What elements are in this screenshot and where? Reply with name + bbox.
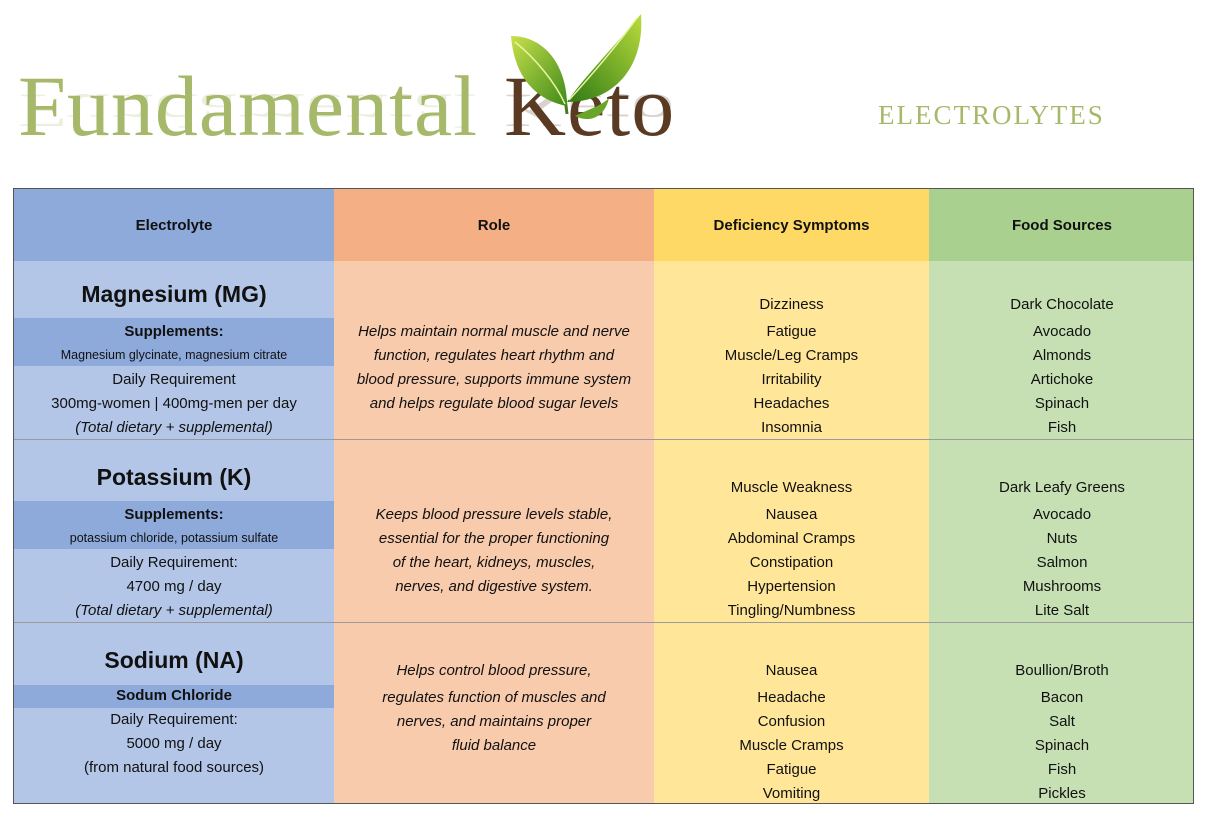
symptom-item: Fatigue [766, 323, 817, 340]
food-item: Salmon [1036, 554, 1088, 571]
requirement-note: (Total dietary + supplemental) [75, 419, 273, 436]
symptom-item: Muscle Weakness [730, 479, 853, 496]
requirement-note: (Total dietary + supplemental) [75, 602, 273, 619]
food-item: Pickles [1038, 785, 1086, 802]
supplement-band [14, 318, 334, 366]
symptom-item: Insomnia [761, 419, 822, 436]
role-line: fluid balance [451, 737, 537, 754]
symptom-item: Hypertension [747, 578, 836, 595]
header-deficiency: Deficiency Symptoms [654, 189, 929, 261]
role-line: nerves, and maintains proper [396, 713, 592, 730]
role-line: blood pressure, supports immune system [356, 371, 632, 388]
food-item: Avocado [1032, 506, 1092, 523]
supplement-body: potassium chloride, potassium sulfate [69, 531, 279, 545]
column-deficiency: Deficiency Symptoms Dizziness Fatigue Mu… [654, 189, 929, 803]
row-divider [14, 439, 1193, 440]
symptom-item: Muscle/Leg Cramps [724, 347, 859, 364]
role-line: and helps regulate blood sugar levels [369, 395, 619, 412]
requirement-label: Daily Requirement: [110, 554, 238, 571]
supplement-title: Supplements: [124, 506, 224, 523]
role-line: of the heart, kidneys, muscles, [392, 554, 596, 571]
food-item: Avocado [1032, 323, 1092, 340]
electrolyte-table: Electrolyte Magnesium (MG) Supplements: … [13, 188, 1194, 804]
food-item: Dark Leafy Greens [999, 479, 1125, 496]
logo-word-fundamental: Fundamental [18, 58, 479, 154]
food-item: Almonds [1032, 347, 1092, 364]
symptom-item: Nausea [765, 662, 818, 679]
symptom-item: Irritability [761, 371, 822, 388]
electrolyte-name: Sodium (NA) [104, 647, 244, 673]
requirement-label: Daily Requirement [112, 371, 236, 388]
food-item: Mushrooms [1022, 578, 1102, 595]
food-item: Lite Salt [1034, 602, 1090, 619]
symptom-item: Headaches [753, 395, 830, 412]
symptom-item: Dizziness [759, 296, 824, 313]
requirement-value: 5000 mg / day [126, 735, 222, 752]
food-item: Nuts [1046, 530, 1078, 547]
requirement-value: 4700 mg / day [126, 578, 222, 595]
role-line: regulates function of muscles and [382, 689, 606, 706]
header-role: Role [334, 189, 654, 261]
symptom-item: Constipation [749, 554, 834, 571]
symptom-item: Abdominal Cramps [727, 530, 856, 547]
row-divider [14, 622, 1193, 623]
logo-wordmark: Fundamental Keto [18, 56, 675, 156]
food-item: Dark Chocolate [1010, 296, 1114, 313]
food-item: Spinach [1034, 395, 1090, 412]
logo-reflection-fundamental: Fundamental [18, 84, 479, 137]
role-line: Helps control blood pressure, [396, 662, 592, 679]
role-line: Helps maintain normal muscle and nerve [358, 323, 630, 340]
symptom-item: Headache [757, 689, 826, 706]
header-food: Food Sources [929, 189, 1193, 261]
symptom-item: Nausea [765, 506, 818, 523]
supplement-title: Supplements: [124, 323, 224, 340]
requirement-label: Daily Requirement: [110, 711, 238, 728]
role-line: Keeps blood pressure levels stable, [375, 506, 613, 523]
column-electrolyte: Electrolyte Magnesium (MG) Supplements: … [14, 189, 334, 803]
supplement-body: Magnesium glycinate, magnesium citrate [60, 348, 288, 362]
page-title: electrolytes [878, 91, 1105, 133]
supplement-band [14, 501, 334, 549]
header-electrolyte: Electrolyte [14, 189, 334, 261]
electrolyte-name: Potassium (K) [96, 464, 252, 490]
role-line: essential for the proper functioning [378, 530, 610, 547]
symptom-item: Fatigue [766, 761, 817, 778]
requirement-value: 300mg-women | 400mg-men per day [51, 395, 297, 412]
symptom-item: Confusion [757, 713, 826, 730]
food-item: Spinach [1034, 737, 1090, 754]
symptom-item: Tingling/Numbness [727, 602, 856, 619]
column-role: Role Helps maintain normal muscle and ne… [334, 189, 654, 803]
column-food: Food Sources Dark Chocolate Avocado Almo… [929, 189, 1193, 803]
electrolyte-name: Magnesium (MG) [81, 281, 267, 307]
role-line: function, regulates heart rhythm and [373, 347, 615, 364]
leaf-icon [511, 14, 642, 120]
food-item: Salt [1049, 713, 1075, 730]
food-item: Boullion/Broth [1015, 662, 1109, 679]
requirement-note: (from natural food sources) [83, 759, 265, 776]
food-item: Fish [1047, 419, 1077, 436]
symptom-item: Vomiting [762, 785, 821, 802]
food-item: Bacon [1040, 689, 1084, 706]
symptom-item: Muscle Cramps [739, 737, 844, 754]
food-item: Artichoke [1030, 371, 1094, 388]
supplement-title: Sodum Chloride [116, 687, 232, 704]
supplement-band [14, 685, 334, 708]
food-item: Fish [1047, 761, 1077, 778]
role-line: nerves, and digestive system. [395, 578, 593, 595]
